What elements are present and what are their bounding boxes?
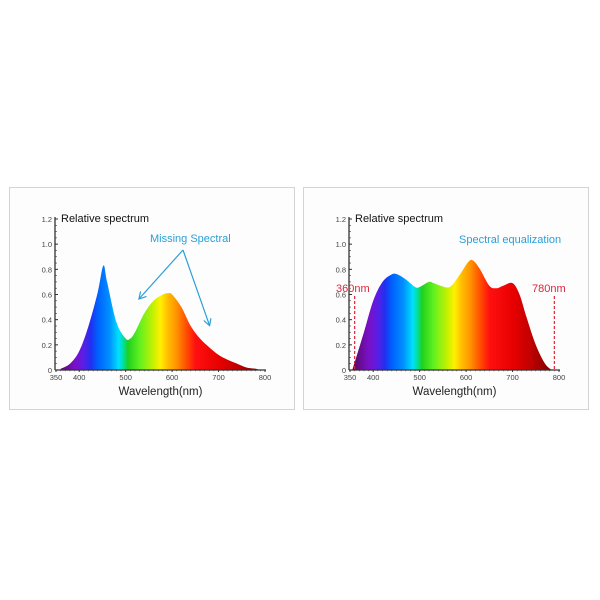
x-tick-label: 600 [166,373,179,382]
y-tick-label: 1.2 [336,215,346,224]
x-tick-label: 800 [259,373,272,382]
marker-label-780: 780nm [532,283,566,295]
chart-title: Relative spectrum [355,213,443,225]
x-tick-label: 800 [553,373,566,382]
spectrum-chart-left: 0 0.2 0.4 0.6 0.8 1.0 1.2 350 400 500 600 700 800 Rel… [42,213,272,398]
chart-panel-missing-spectral: 0 0.2 0.4 0.6 0.8 1.0 1.2 350 400 500 600 700 800 Rel… [9,187,295,410]
y-tick-label: 0.2 [336,341,346,350]
chart-panel-spectral-equalization: 0 0.2 0.4 0.6 0.8 1.0 1.2 350 400 500 600 700 800 Rel… [303,187,589,410]
x-tick-label: 400 [367,373,380,382]
arrow-icon [182,249,209,325]
arrow-icon [140,249,184,298]
x-tick-label: 500 [119,373,132,382]
spectrum-area [60,265,261,370]
spectrum-area [352,259,553,370]
y-tick-label: 0 [342,366,346,375]
y-tick-label: 1.0 [42,240,52,249]
chart-title: Relative spectrum [61,213,149,225]
y-tick-label: 0.8 [42,265,52,274]
y-tick-label: 0.4 [336,316,346,325]
annotation-spectral-equalization: Spectral equalization [459,234,561,246]
y-tick-label: 1.2 [42,215,52,224]
x-tick-label: 350 [344,373,357,382]
annotation-missing-spectral: Missing Spectral [150,233,231,245]
y-tick-label: 0 [48,366,52,375]
x-axis-label: Wavelength(nm) [119,386,203,398]
x-tick-label: 600 [460,373,473,382]
x-tick-label: 700 [506,373,519,382]
x-axis-label: Wavelength(nm) [413,386,497,398]
y-tick-label: 0.6 [42,291,52,300]
x-tick-label: 700 [212,373,225,382]
x-tick-label: 500 [413,373,426,382]
x-tick-label: 400 [73,373,86,382]
y-tick-label: 1.0 [336,240,346,249]
y-tick-label: 0.8 [336,265,346,274]
y-tick-label: 0.6 [336,291,346,300]
y-tick-label: 0.2 [42,341,52,350]
y-tick-label: 0.4 [42,316,52,325]
spectrum-chart-right: 0 0.2 0.4 0.6 0.8 1.0 1.2 350 400 500 600 700 800 Rel… [336,213,566,398]
marker-label-360: 360nm [336,283,370,295]
x-tick-label: 350 [50,373,63,382]
